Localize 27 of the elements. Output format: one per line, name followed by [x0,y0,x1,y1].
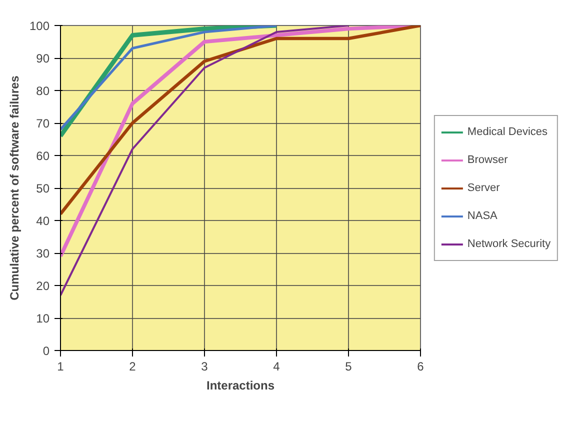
x-tick-label: 1 [57,360,64,374]
line-series [60,26,420,258]
line-series [60,26,350,296]
y-tick-label: 70 [36,116,50,130]
legend-label: Network Security [467,238,551,250]
legend-label: Medical Devices [467,126,548,138]
y-tick-label: 30 [36,246,50,260]
y-tick-label: 60 [36,149,50,163]
y-tick-label: 10 [36,312,50,326]
x-tick-label: 5 [345,360,352,374]
legend-label: NASA [467,210,498,222]
legend-label: Server [467,182,500,194]
y-tick-label: 100 [29,19,50,33]
y-tick-label: 0 [42,344,50,358]
y-tick-label: 20 [36,279,50,293]
y-tick-label: 80 [36,84,50,98]
y-tick-label: 40 [36,214,50,228]
x-axis-title: Interactions [206,378,275,392]
y-tick-label: 50 [36,182,50,196]
x-tick-label: 3 [201,360,208,374]
y-tick-label: 90 [36,52,50,66]
y-axis-title: Cumulative percent of software failures [7,75,22,300]
x-tick-label: 2 [129,360,136,374]
x-tick-label: 4 [273,360,280,374]
line-series [60,26,420,216]
x-tick-label: 6 [417,360,424,374]
legend-label: Browser [467,154,508,166]
